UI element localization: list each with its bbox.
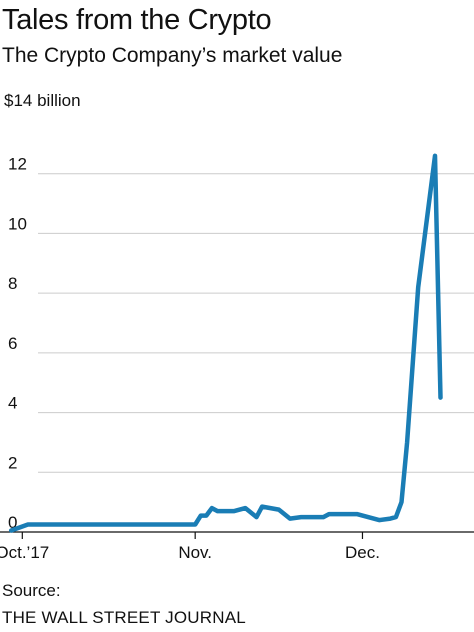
line-chart: $14 billion 0 2 4 6 8 10 12 Oct.’17 Nov. Dec. (0, 91, 474, 562)
source-label: Source: (2, 581, 61, 600)
y-unit-label: $14 billion (4, 91, 81, 110)
series-line (8, 153, 443, 533)
y-tick-labels: 0 2 4 6 8 10 12 (8, 155, 27, 532)
y-tick-label: 8 (8, 274, 17, 293)
x-tick-label: Dec. (345, 543, 380, 562)
y-tick-label: 6 (8, 334, 17, 353)
x-tick-labels: Oct.’17 Nov. Dec. (0, 543, 380, 562)
y-tick-label: 0 (8, 513, 17, 532)
y-tick-label: 4 (8, 394, 17, 413)
y-tick-label: 10 (8, 214, 27, 233)
chart-subtitle: The Crypto Company’s market value (2, 44, 343, 67)
x-ticks (21, 532, 364, 539)
x-tick-label: Oct.’17 (0, 543, 49, 562)
chart-title: Tales from the Crypto (2, 4, 272, 36)
x-tick-label: Nov. (178, 543, 212, 562)
source-name: THE WALL STREET JOURNAL (2, 608, 246, 627)
y-tick-label: 2 (8, 453, 17, 472)
y-tick-label: 12 (8, 155, 27, 174)
gridlines (38, 173, 474, 473)
